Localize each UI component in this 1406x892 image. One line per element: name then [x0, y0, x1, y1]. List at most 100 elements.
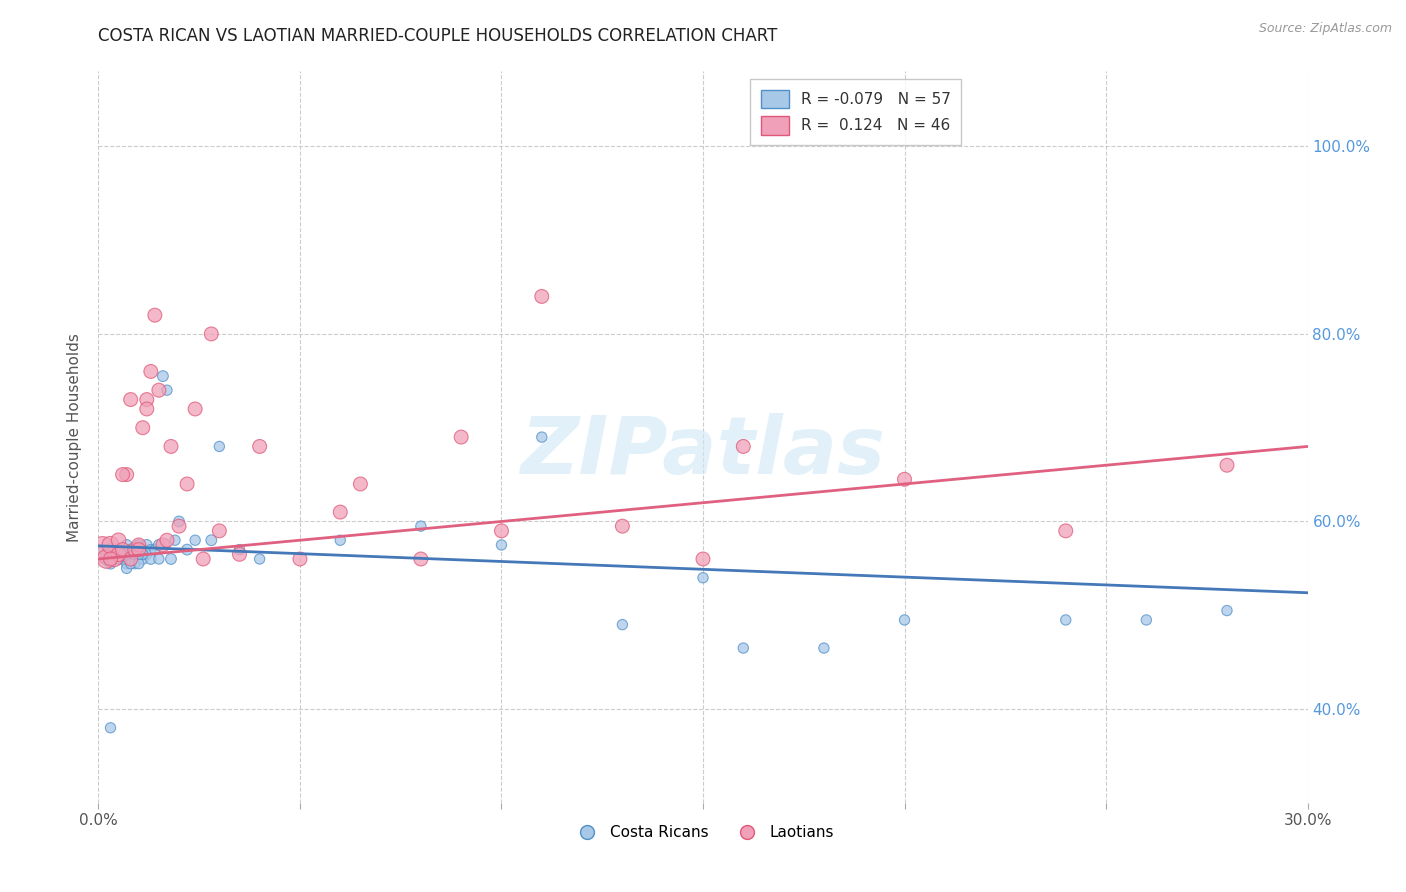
Point: [103, 552, 125, 566]
Point: [100, 721, 122, 735]
Point: [120, 557, 142, 571]
Point: [132, 420, 155, 434]
Point: [111, 467, 134, 482]
Point: [100, 552, 122, 566]
Point: [139, 552, 162, 566]
Point: [124, 557, 146, 571]
Point: [530, 289, 553, 303]
Point: [111, 547, 134, 561]
Point: [1054, 524, 1077, 538]
Point: [249, 440, 271, 454]
Point: [107, 547, 129, 561]
Point: [329, 533, 352, 548]
Point: [139, 542, 162, 557]
Legend: Costa Ricans, Laotians: Costa Ricans, Laotians: [565, 819, 841, 847]
Point: [132, 542, 155, 557]
Point: [692, 552, 714, 566]
Point: [124, 547, 146, 561]
Point: [100, 542, 122, 557]
Point: [692, 571, 714, 585]
Point: [128, 547, 150, 561]
Point: [107, 552, 129, 566]
Point: [143, 308, 166, 322]
Point: [100, 538, 122, 552]
Point: [107, 542, 129, 557]
Point: [148, 383, 170, 397]
Point: [893, 613, 915, 627]
Point: [128, 547, 150, 561]
Point: [152, 369, 174, 384]
Point: [193, 552, 215, 566]
Point: [135, 401, 157, 416]
Point: [91, 542, 114, 557]
Point: [100, 557, 122, 571]
Point: [491, 524, 513, 538]
Point: [450, 430, 472, 444]
Point: [176, 477, 198, 491]
Point: [120, 542, 142, 557]
Point: [349, 477, 371, 491]
Point: [228, 547, 250, 561]
Point: [107, 552, 129, 566]
Point: [813, 641, 835, 656]
Point: [128, 538, 150, 552]
Point: [329, 505, 352, 519]
Point: [148, 552, 170, 566]
Point: [1216, 458, 1239, 473]
Point: [91, 547, 114, 561]
Point: [128, 538, 150, 552]
Point: [135, 538, 157, 552]
Point: [491, 538, 513, 552]
Point: [1054, 613, 1077, 627]
Point: [409, 552, 432, 566]
Point: [115, 467, 138, 482]
Point: [249, 552, 271, 566]
Point: [124, 542, 146, 557]
Point: [148, 538, 170, 552]
Point: [139, 364, 162, 378]
Point: [156, 533, 179, 548]
Point: [1135, 819, 1157, 833]
Point: [115, 557, 138, 571]
Point: [409, 519, 432, 533]
Point: [156, 383, 179, 397]
Point: [530, 430, 553, 444]
Point: [167, 519, 190, 533]
Point: [288, 552, 311, 566]
Point: [115, 538, 138, 552]
Point: [228, 542, 250, 557]
Point: [163, 533, 186, 548]
Point: [612, 519, 634, 533]
Point: [120, 392, 142, 407]
Point: [733, 641, 755, 656]
Point: [160, 440, 183, 454]
Y-axis label: Married-couple Households: Married-couple Households: [67, 333, 83, 541]
Point: [143, 542, 166, 557]
Point: [208, 524, 231, 538]
Point: [208, 440, 231, 454]
Point: [176, 542, 198, 557]
Point: [733, 440, 755, 454]
Point: [132, 552, 155, 566]
Text: Source: ZipAtlas.com: Source: ZipAtlas.com: [1258, 22, 1392, 36]
Point: [160, 552, 183, 566]
Point: [128, 542, 150, 557]
Point: [135, 547, 157, 561]
Point: [107, 533, 129, 548]
Point: [103, 547, 125, 561]
Point: [135, 392, 157, 407]
Point: [96, 552, 118, 566]
Point: [200, 326, 222, 341]
Point: [132, 547, 155, 561]
Point: [152, 538, 174, 552]
Text: COSTA RICAN VS LAOTIAN MARRIED-COUPLE HOUSEHOLDS CORRELATION CHART: COSTA RICAN VS LAOTIAN MARRIED-COUPLE HO…: [98, 27, 778, 45]
Point: [1135, 613, 1157, 627]
Point: [612, 617, 634, 632]
Point: [107, 552, 129, 566]
Point: [111, 542, 134, 557]
Point: [128, 557, 150, 571]
Point: [167, 515, 190, 529]
Point: [200, 533, 222, 548]
Point: [96, 552, 118, 566]
Point: [184, 533, 207, 548]
